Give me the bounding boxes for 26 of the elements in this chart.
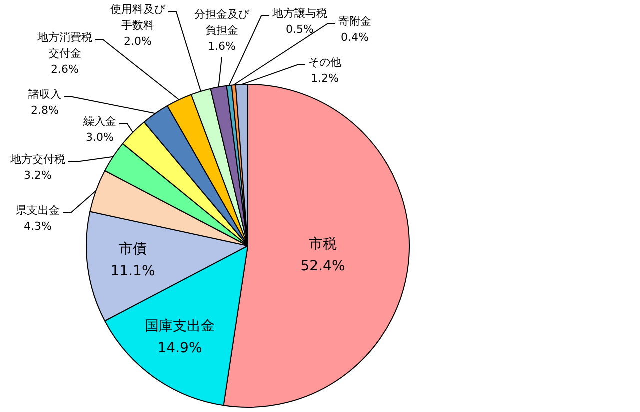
data-label: 4.3% bbox=[24, 220, 52, 233]
data-label: 1.6% bbox=[208, 40, 236, 53]
slice-label: 地方譲与税 bbox=[272, 6, 328, 20]
data-label: 0.5% bbox=[286, 22, 314, 36]
slice-label: 地方交付税 bbox=[10, 152, 66, 166]
data-label: 11.1% bbox=[110, 264, 156, 280]
slice-label: 国庫支出金 bbox=[145, 318, 215, 335]
slice-label: 地方消費税交付金 bbox=[36, 30, 92, 60]
slice-label: 諸収入 bbox=[28, 88, 62, 101]
slice-label: 県支出金 bbox=[16, 204, 60, 217]
data-label: 2.8% bbox=[31, 104, 59, 117]
slice-label: 寄附金 bbox=[338, 14, 372, 28]
slice-label: 繰入金 bbox=[82, 114, 116, 128]
slice-label: その他 bbox=[308, 56, 342, 69]
data-label: 2.0% bbox=[124, 34, 152, 48]
slice-label: 市債 bbox=[119, 242, 147, 258]
data-label: 14.9% bbox=[158, 340, 202, 357]
data-label: 3.0% bbox=[86, 130, 114, 144]
data-label: 1.2% bbox=[311, 72, 339, 85]
slice-label: 市税 bbox=[309, 236, 337, 253]
data-label: 2.6% bbox=[51, 62, 79, 76]
slice-label: 使用料及び手数料 bbox=[110, 2, 166, 32]
data-label: 0.4% bbox=[341, 30, 369, 44]
data-label: 3.2% bbox=[24, 168, 52, 182]
slice-label: 分担金及び負担金 bbox=[194, 8, 250, 37]
data-label: 52.4% bbox=[300, 258, 346, 275]
